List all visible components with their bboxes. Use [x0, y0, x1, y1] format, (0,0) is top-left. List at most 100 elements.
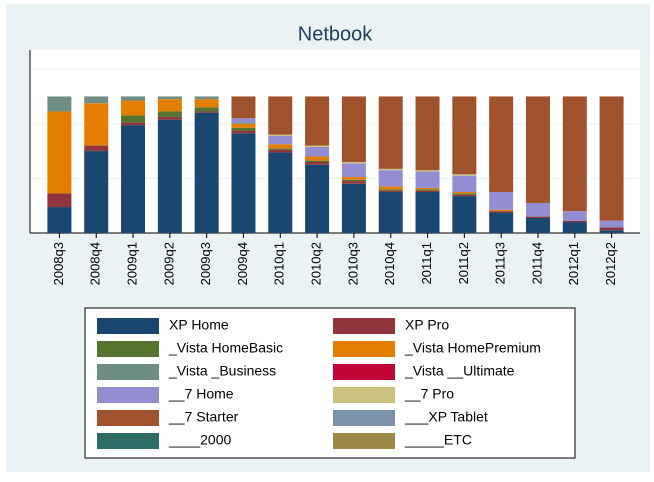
bar-segment [525, 217, 550, 233]
legend [84, 307, 576, 459]
bar-segment [157, 99, 182, 112]
bar-segment [341, 96, 366, 162]
x-tick-label: 2008q4 [88, 242, 103, 285]
bar-segment [562, 220, 587, 223]
bar-segment [121, 115, 146, 123]
bar-segment [378, 190, 403, 193]
bar-segment [231, 123, 256, 128]
bar-segment [47, 96, 72, 112]
bar-segment [194, 99, 219, 108]
bar-segment [268, 152, 293, 233]
bar-segment [268, 148, 293, 150]
bar-segment [194, 112, 219, 233]
bar-segment [305, 164, 330, 233]
x-tick-label: 2009q1 [124, 242, 139, 285]
bar-segment [194, 111, 219, 113]
x-tick-label: 2012q1 [566, 242, 581, 285]
bar-segment [415, 189, 440, 191]
bar-segment [452, 194, 477, 197]
bar-segment [268, 96, 293, 135]
bar-segment [341, 161, 366, 164]
bar-segment [452, 174, 477, 176]
bar-segment [157, 116, 182, 120]
bar-segment [378, 170, 403, 187]
legend-label: __7 Starter [168, 409, 239, 425]
legend-swatch [97, 318, 159, 334]
bar-segment [562, 96, 587, 212]
bar-segment [231, 118, 256, 123]
bar-segment [305, 161, 330, 165]
bar-segment [489, 192, 514, 210]
legend-label: ___XP Tablet [404, 409, 488, 425]
bar-segment [305, 96, 330, 146]
bar-segment [452, 193, 477, 195]
legend-label: ____2000 [168, 432, 232, 448]
bar-segment [599, 230, 624, 233]
x-tick-label: 2009q4 [235, 242, 250, 285]
bar-segment [194, 96, 219, 100]
bar-segment [121, 100, 146, 116]
x-tick-label: 2010q4 [382, 242, 397, 285]
bar-segment [121, 96, 146, 101]
bar-segment [341, 181, 366, 184]
legend-label: XP Home [169, 317, 229, 333]
x-tick-label: 2012q2 [603, 242, 618, 285]
bar-segment [157, 119, 182, 233]
bar-segment [599, 220, 624, 228]
bar-segment [489, 209, 514, 212]
bar-segment [415, 171, 440, 188]
bar-segment [341, 183, 366, 233]
bar-segment [525, 202, 550, 217]
bar-segment [525, 96, 550, 203]
bar-segment [489, 96, 514, 193]
bar-segment [305, 156, 330, 161]
bar-segment [452, 96, 477, 175]
bar-segment [305, 146, 330, 157]
bar-segment [121, 122, 146, 126]
bar-segment [378, 96, 403, 169]
legend-label: __7 Pro [404, 386, 454, 402]
bar-segment [157, 96, 182, 100]
legend-label: _Vista _Business [168, 363, 276, 379]
bar-segment [194, 107, 219, 112]
legend-swatch [97, 364, 159, 380]
legend-swatch [333, 318, 395, 334]
bar-segment [47, 193, 72, 208]
legend-swatch [333, 341, 395, 357]
legend-swatch [333, 410, 395, 426]
bar-segment [268, 136, 293, 145]
legend-swatch [333, 364, 395, 380]
bar-segment [452, 175, 477, 193]
bar-segment [599, 227, 624, 231]
x-tick-label: 2010q3 [345, 242, 360, 285]
bar-segment [378, 186, 403, 190]
legend-swatch [333, 387, 395, 403]
bar-segment [231, 122, 256, 124]
legend-label: _____ETC [404, 432, 472, 448]
legend-swatch [97, 341, 159, 357]
bar-segment [341, 163, 366, 178]
bar-segment [452, 196, 477, 233]
bar-segment [378, 168, 403, 171]
bar-segment [525, 216, 550, 218]
bar-segment [341, 179, 366, 182]
x-tick-label: 2011q3 [493, 242, 508, 284]
bar-segment [452, 192, 477, 194]
bar-segment [47, 207, 72, 233]
bar-segment [562, 222, 587, 233]
bar-segment [378, 192, 403, 233]
bar-segment [84, 103, 109, 146]
legend-swatch [97, 387, 159, 403]
bar-segment [415, 192, 440, 233]
bar-segment [305, 160, 330, 162]
x-tick-label: 2010q2 [309, 242, 324, 285]
bar-segment [121, 125, 146, 233]
x-tick-label: 2011q2 [456, 242, 471, 284]
legend-label: _Vista HomeBasic [168, 340, 283, 356]
bar-segment [268, 149, 293, 153]
bar-segment [84, 151, 109, 233]
legend-swatch [97, 433, 159, 449]
bar-segment [415, 96, 440, 171]
bar-segment [599, 96, 624, 221]
